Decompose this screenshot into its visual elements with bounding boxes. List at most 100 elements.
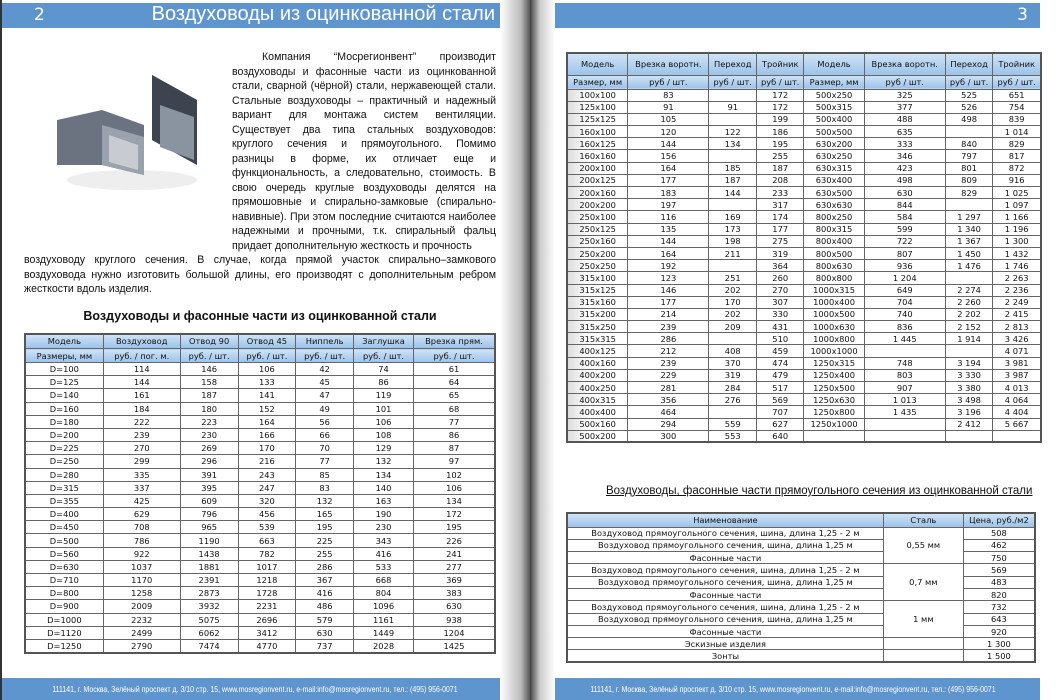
table-cell: 800x315 [803, 222, 865, 236]
table-cell: 319 [755, 246, 805, 261]
table-cell: 216 [237, 454, 297, 469]
intro-paragraph: Компания “Мосрегионвент” производит возд… [232, 51, 496, 252]
units-row: Размеры, мм руб. / пог. м. руб. / шт. руб. … [24, 348, 496, 363]
table-cell: 325 [863, 88, 946, 102]
table-cell: 663 [237, 533, 297, 548]
table-cell: 132 [353, 454, 415, 469]
steel-thickness: 0,7 мм [882, 563, 964, 602]
table-row: Фасонные части 750 [566, 551, 1036, 565]
column-unit: руб / шт. [863, 74, 946, 90]
column-header: Переход [708, 52, 757, 76]
table-cell: 320 [237, 493, 297, 509]
table-row: 250x100 116 169 174 800x250 584 1 297 1 166 [566, 210, 1042, 224]
table-cell: 198 [708, 234, 757, 248]
table-cell: 517 [755, 380, 805, 395]
table-cell [863, 344, 946, 358]
table-cell: 180 [179, 401, 239, 416]
table-cell: 936 [863, 259, 946, 273]
table-cell: 74 [353, 361, 415, 377]
table-cell: 800x400 [803, 234, 865, 248]
table-cell: 599 [863, 222, 946, 236]
column-unit: руб. / пог. м. [102, 348, 181, 363]
table-cell: 335 [102, 467, 181, 482]
table-cell: 276 [708, 393, 757, 407]
table-cell: 1017 [237, 559, 297, 575]
table-cell: 158 [179, 375, 239, 390]
page-header: 2 Воздуховоды из оцинкованной стали [2, 3, 507, 28]
table-cell: 333 [863, 137, 946, 151]
table-cell: 559 [708, 417, 757, 431]
column-header: Врезка прям. [413, 333, 496, 349]
table-cell: 315x160 [566, 295, 629, 309]
table-cell [803, 429, 865, 443]
page-number: 2 [34, 5, 45, 25]
item-name: Воздуховод прямоугольного сечения, шина,… [566, 538, 884, 553]
table-cell: 829 [992, 137, 1042, 151]
table-cell: 4 013 [992, 380, 1042, 395]
table-cell: 230 [353, 520, 415, 535]
table-cell: D=225 [24, 441, 104, 456]
table-row: 400x315 356 276 569 1250x630 1 013 3 498 4 064 [566, 393, 1042, 407]
table-cell: 1190 [179, 533, 239, 548]
table-cell: 123 [627, 271, 710, 285]
footer-text: 111141, г. Москва, Зелёный проспект д. 3… [51, 684, 458, 694]
table-cell: 400x125 [566, 344, 629, 358]
item-name: Воздуховод прямоугольного сечения, шина,… [566, 575, 884, 589]
table-cell: 1 014 [992, 125, 1042, 139]
table-cell: 2 263 [992, 271, 1042, 285]
table-cell: 315x200 [566, 307, 629, 322]
table-cell: 286 [627, 332, 710, 346]
table-row: D=630 1037 1881 1017 286 533 277 [24, 559, 496, 575]
header-row: Модель Врезка воротн. Переход Тройник Модель… [566, 52, 1042, 76]
table-cell: 369 [413, 572, 496, 588]
table-cell: 307 [755, 295, 805, 309]
table-cell [708, 149, 757, 163]
table-row: 160x100 120 122 186 500x500 635 1 014 [566, 125, 1042, 139]
table-row: 200x160 183 144 233 630x500 630 829 1 025 [566, 185, 1042, 200]
table-cell: 649 [863, 283, 946, 297]
table-cell: 286 [295, 559, 355, 575]
table-cell: 225 [295, 533, 355, 548]
table-row: Воздуховод прямоугольного сечения, шина,… [566, 526, 1036, 565]
table-cell: 498 [863, 173, 946, 188]
table-cell: 1 300 [992, 234, 1042, 248]
page-gutter [530, 0, 555, 700]
table-cell: 1 097 [992, 198, 1042, 212]
table-row: 500x160 294 559 627 1250x1000 2 412 5 667 [566, 417, 1042, 431]
table-cell: 938 [413, 612, 496, 627]
table-row: D=450 708 965 539 195 230 195 [24, 520, 496, 535]
table-cell: 1 204 [863, 271, 946, 285]
table-cell: 1 297 [944, 210, 994, 224]
table-cell: 510 [755, 332, 805, 346]
table-cell: 173 [708, 222, 757, 236]
item-price: 1 500 [962, 649, 1036, 663]
item-price: 750 [962, 551, 1036, 565]
table-cell: 1 367 [944, 234, 994, 248]
table-cell: 1250x630 [803, 393, 865, 407]
table-cell: 400x200 [566, 368, 629, 383]
table-cell: 3 981 [992, 356, 1042, 370]
item-price: 483 [962, 575, 1036, 589]
table-cell: 160x160 [566, 149, 629, 163]
table-cell: 708 [102, 520, 181, 535]
table-cell: 801 [944, 161, 994, 175]
table-cell: 65 [413, 388, 496, 403]
table-row: D=800 1258 2873 1728 416 804 383 [24, 586, 496, 601]
table-row: 315x315 286 510 1000x800 1 445 1 914 3 426 [566, 332, 1042, 346]
table-cell: 250x250 [566, 259, 629, 273]
table-cell [944, 344, 994, 358]
table-cell: 3 380 [944, 380, 994, 395]
table-cell: 1000x315 [803, 283, 865, 297]
table-cell: 270 [102, 441, 181, 456]
table-cell: 809 [944, 173, 994, 188]
steel-thickness: 0,55 мм [882, 526, 964, 565]
item-price: 920 [962, 624, 1036, 639]
table-cell: 330 [755, 307, 805, 322]
table-cell: 144 [708, 185, 757, 200]
table-cell: 146 [179, 361, 239, 377]
table-cell: 165 [295, 507, 355, 522]
table-cell: 500x250 [803, 88, 865, 102]
table-cell: 119 [353, 388, 415, 403]
table-cell: 2 152 [944, 320, 994, 334]
table-cell: 803 [863, 368, 946, 383]
